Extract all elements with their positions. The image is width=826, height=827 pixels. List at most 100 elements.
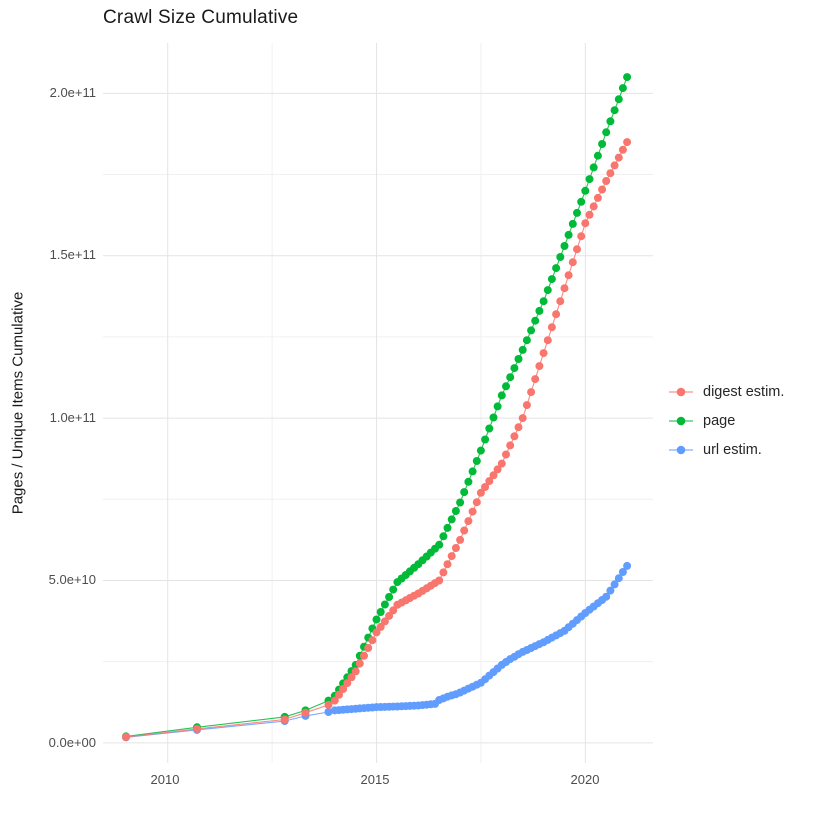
data-point <box>568 258 577 267</box>
data-point <box>585 175 594 184</box>
series-digest-estim- <box>122 138 632 741</box>
x-tick-label: 2015 <box>360 772 390 787</box>
chart-title: Crawl Size Cumulative <box>103 7 299 28</box>
data-point <box>510 432 519 441</box>
data-point <box>564 230 573 239</box>
data-point <box>376 622 385 631</box>
data-point <box>522 401 531 410</box>
data-point <box>573 208 581 217</box>
y-tick-label: 2.0e+11 <box>49 85 96 100</box>
data-point <box>598 185 607 194</box>
data-point <box>585 210 594 219</box>
data-point <box>506 441 515 450</box>
data-point <box>493 402 502 411</box>
data-point <box>460 526 469 535</box>
data-point <box>351 667 360 676</box>
data-point <box>485 477 494 486</box>
legend-item-digest-estim: digest estim. <box>668 383 784 400</box>
data-point <box>497 391 506 400</box>
data-point <box>347 673 356 682</box>
data-point <box>324 700 333 709</box>
data-point <box>360 651 368 660</box>
data-point <box>443 523 452 532</box>
data-point <box>451 544 460 552</box>
data-point <box>552 310 561 319</box>
data-point <box>543 286 552 295</box>
data-point <box>301 708 310 717</box>
data-point <box>330 696 339 705</box>
data-point <box>593 151 602 160</box>
data-point <box>376 608 385 616</box>
data-point <box>472 457 481 465</box>
data-point <box>535 362 544 371</box>
data-point <box>514 423 523 432</box>
data-point <box>527 388 536 397</box>
data-point <box>602 592 611 601</box>
data-point <box>618 145 627 154</box>
legend-item-url-estim: url estim. <box>668 441 784 458</box>
data-point <box>372 615 381 624</box>
data-point <box>355 659 364 668</box>
data-point <box>518 345 527 354</box>
data-point <box>468 467 477 476</box>
data-point <box>518 414 527 423</box>
data-point <box>535 306 544 315</box>
data-point <box>447 515 456 524</box>
data-point <box>547 323 556 332</box>
data-point <box>489 471 498 480</box>
y-tick-label: 1.5e+11 <box>49 247 96 262</box>
data-point <box>456 498 465 507</box>
y-tick-label: 1.0e+11 <box>49 410 96 425</box>
x-tick-label: 2020 <box>570 772 600 787</box>
data-point <box>464 517 473 526</box>
data-point <box>577 197 586 206</box>
data-point <box>614 153 623 162</box>
data-point <box>380 600 389 609</box>
data-point <box>623 73 632 82</box>
data-point <box>556 297 565 306</box>
legend-label: url estim. <box>703 441 762 458</box>
data-point <box>280 715 289 724</box>
data-point <box>581 186 590 195</box>
data-point <box>335 690 343 699</box>
y-axis-title: Pages / Unique Items Cumulative <box>9 291 27 515</box>
y-tick-label: 0.0e+00 <box>48 735 96 750</box>
data-point <box>602 177 611 185</box>
data-point <box>435 540 444 549</box>
data-point <box>193 724 201 733</box>
data-point <box>339 685 348 693</box>
data-point <box>476 488 485 497</box>
legend-key-digest-line-dot-icon <box>669 387 693 396</box>
data-point <box>439 532 448 541</box>
data-point <box>464 477 473 486</box>
data-point <box>481 435 490 444</box>
data-point <box>623 561 632 570</box>
legend-key-page-line-dot-icon <box>669 416 693 425</box>
data-point <box>372 628 381 637</box>
data-point <box>539 349 548 358</box>
data-point <box>389 606 398 615</box>
legend-key-url-line-dot-icon <box>669 445 693 454</box>
data-point <box>343 679 352 688</box>
data-point <box>589 202 598 211</box>
gridlines <box>103 43 653 763</box>
data-point <box>618 84 627 93</box>
data-point <box>460 488 469 497</box>
y-tick-label: 5.0e+10 <box>48 572 96 587</box>
data-point <box>451 507 460 515</box>
data-point <box>481 483 490 491</box>
data-point <box>560 284 569 293</box>
data-point <box>568 219 577 228</box>
data-point <box>522 336 531 345</box>
data-point <box>602 128 611 137</box>
x-tick-label: 2010 <box>150 772 180 787</box>
data-point <box>614 95 623 104</box>
data-point <box>614 574 623 583</box>
data-point <box>618 568 627 576</box>
data-point <box>589 163 598 172</box>
data-point <box>506 373 515 382</box>
data-point <box>510 364 519 373</box>
data-point <box>324 708 333 716</box>
